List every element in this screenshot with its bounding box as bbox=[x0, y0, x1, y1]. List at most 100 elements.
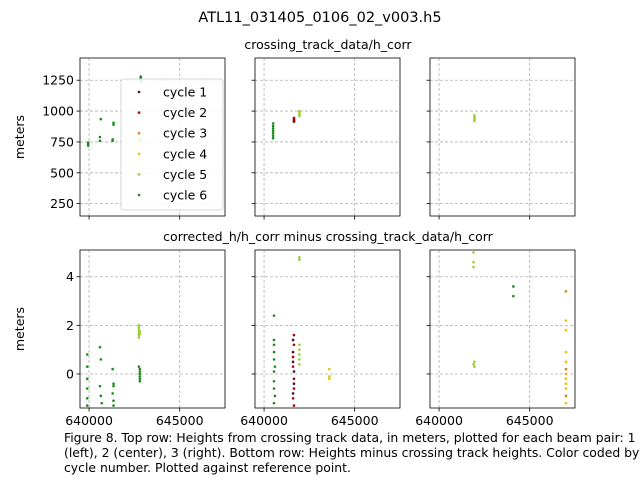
data-point bbox=[112, 404, 115, 407]
data-point bbox=[564, 401, 568, 405]
data-point bbox=[273, 394, 277, 398]
data-point bbox=[137, 336, 141, 339]
bottom-row-title: corrected_h/h_corr minus crossing_track_… bbox=[163, 229, 494, 244]
data-point bbox=[138, 375, 142, 378]
data-point bbox=[138, 379, 142, 383]
legend-label: cycle 4 bbox=[163, 146, 207, 161]
data-point bbox=[564, 350, 568, 354]
panel-top-center bbox=[251, 57, 401, 220]
legend-marker bbox=[137, 131, 141, 135]
data-point bbox=[271, 136, 275, 140]
data-point bbox=[512, 285, 515, 288]
legend-label: cycle 2 bbox=[163, 105, 207, 120]
data-point bbox=[112, 384, 115, 388]
data-point bbox=[86, 144, 90, 147]
data-point bbox=[86, 141, 90, 144]
data-point bbox=[291, 396, 295, 400]
data-point bbox=[298, 114, 301, 118]
data-point bbox=[99, 358, 103, 361]
data-point bbox=[138, 372, 142, 376]
legend-marker bbox=[137, 173, 141, 176]
data-point bbox=[292, 370, 296, 373]
data-point bbox=[473, 114, 476, 117]
data-point bbox=[292, 382, 296, 385]
y-tick-label: 2 bbox=[66, 318, 74, 333]
data-point bbox=[271, 131, 275, 135]
x-tick-label: 640000 bbox=[65, 413, 113, 428]
data-point bbox=[139, 75, 143, 78]
data-point bbox=[112, 123, 115, 126]
data-point bbox=[564, 328, 568, 332]
legend-label: cycle 5 bbox=[163, 167, 207, 182]
data-point bbox=[328, 377, 331, 381]
data-point bbox=[271, 127, 275, 130]
data-point bbox=[564, 360, 568, 364]
data-point bbox=[472, 362, 475, 366]
data-point bbox=[112, 399, 115, 403]
data-point bbox=[138, 370, 142, 373]
data-point bbox=[564, 394, 568, 398]
data-point bbox=[272, 314, 276, 317]
axes-frame bbox=[429, 57, 576, 217]
data-point bbox=[271, 122, 275, 125]
panel-bottom-right: 640000 645000 bbox=[415, 249, 576, 428]
data-point bbox=[138, 330, 142, 333]
data-point bbox=[512, 294, 515, 298]
data-point bbox=[564, 319, 568, 322]
top-row-title: crossing_track_data/h_corr bbox=[244, 37, 412, 52]
data-point bbox=[272, 338, 276, 342]
data-point bbox=[112, 121, 115, 125]
panel-bottom-left: 0 2 4 640000 645000 meters bbox=[12, 249, 226, 428]
data-point bbox=[85, 377, 89, 381]
data-point bbox=[272, 387, 276, 390]
data-point bbox=[473, 360, 476, 364]
data-point bbox=[85, 396, 89, 400]
data-point bbox=[473, 365, 476, 368]
data-point bbox=[292, 404, 296, 407]
x-tick-label: 640000 bbox=[415, 413, 463, 428]
axes-frame bbox=[254, 249, 401, 409]
data-point bbox=[472, 251, 475, 254]
data-point bbox=[98, 345, 102, 349]
legend-marker bbox=[137, 111, 141, 114]
y-axis-label: meters bbox=[12, 307, 27, 351]
y-tick-label: 1000 bbox=[42, 104, 74, 119]
data-point bbox=[99, 117, 103, 121]
axes-frame bbox=[79, 57, 226, 217]
legend-label: cycle 3 bbox=[163, 126, 207, 141]
data-point bbox=[272, 350, 276, 354]
data-point bbox=[292, 343, 296, 347]
data-point bbox=[85, 404, 89, 407]
data-point bbox=[298, 362, 301, 366]
data-point bbox=[273, 365, 277, 368]
data-point bbox=[100, 401, 104, 405]
data-point bbox=[111, 392, 114, 395]
data-point bbox=[137, 324, 141, 327]
y-tick-label: 1250 bbox=[42, 73, 74, 88]
data-point bbox=[328, 367, 331, 371]
x-tick-label: 645000 bbox=[331, 413, 379, 428]
x-tick-label: 645000 bbox=[156, 413, 204, 428]
data-point bbox=[292, 377, 296, 381]
figure-caption: Figure 8. Top row: Heights from crossing… bbox=[64, 430, 640, 475]
data-point bbox=[271, 129, 275, 133]
data-point bbox=[272, 343, 276, 347]
legend-marker bbox=[137, 90, 141, 94]
data-point bbox=[291, 365, 295, 368]
data-point bbox=[138, 377, 142, 381]
data-point bbox=[99, 394, 103, 398]
data-point bbox=[112, 382, 115, 385]
data-point bbox=[564, 387, 568, 390]
data-point bbox=[271, 134, 275, 138]
legend-marker bbox=[137, 193, 141, 197]
legend-label: cycle 1 bbox=[163, 85, 207, 100]
data-point bbox=[564, 372, 568, 376]
legend-box bbox=[120, 78, 224, 211]
figure-suptitle: ATL11_031405_0106_02_v003.h5 bbox=[198, 10, 441, 26]
data-point bbox=[291, 338, 295, 342]
legend-label: cycle 6 bbox=[163, 188, 207, 203]
x-tick-label: 640000 bbox=[240, 413, 288, 428]
data-point bbox=[98, 139, 102, 143]
